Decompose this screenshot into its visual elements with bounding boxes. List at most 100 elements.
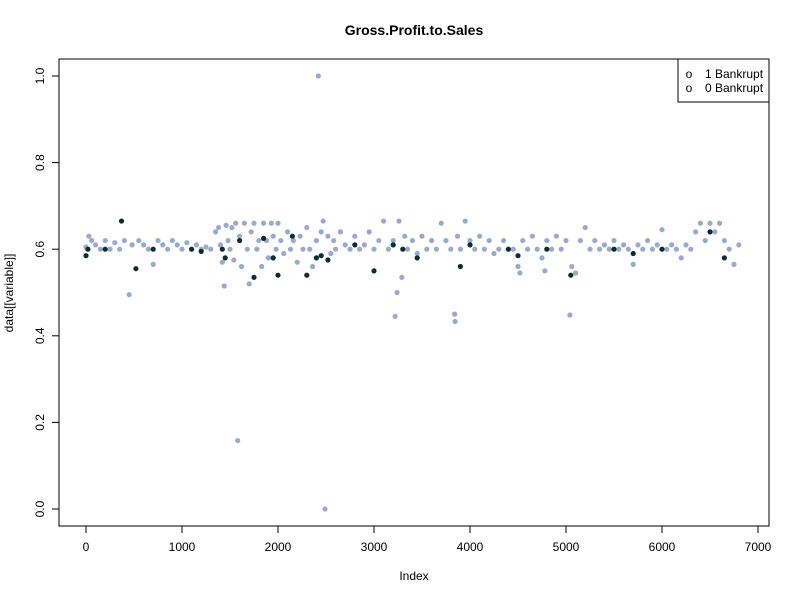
data-point bbox=[385, 246, 391, 252]
data-point bbox=[515, 253, 521, 259]
chart-title: Gross.Profit.to.Sales bbox=[345, 22, 484, 38]
data-point bbox=[481, 246, 487, 252]
data-point bbox=[517, 270, 523, 276]
y-axis: 0.0 0.2 0.4 0.6 0.8 1.0 bbox=[33, 67, 60, 517]
data-point bbox=[731, 261, 737, 267]
data-point bbox=[129, 242, 135, 248]
data-point bbox=[381, 218, 387, 224]
data-point bbox=[325, 233, 331, 239]
data-point bbox=[645, 237, 651, 244]
data-point bbox=[721, 237, 728, 244]
data-point bbox=[702, 237, 708, 244]
data-point bbox=[331, 237, 337, 244]
data-point bbox=[174, 242, 180, 248]
data-point bbox=[664, 246, 670, 252]
data-point bbox=[150, 246, 156, 252]
data-point bbox=[86, 233, 92, 239]
data-point bbox=[233, 220, 239, 226]
data-point bbox=[225, 237, 231, 244]
data-point bbox=[525, 246, 531, 252]
data-point bbox=[217, 242, 223, 248]
data-point bbox=[630, 250, 636, 257]
data-point bbox=[83, 253, 89, 259]
data-point bbox=[261, 220, 267, 226]
data-point bbox=[630, 261, 636, 267]
data-point bbox=[424, 246, 430, 252]
data-point bbox=[254, 246, 260, 252]
x-axis: 0 1000 2000 3000 4000 5000 6000 7000 bbox=[83, 525, 772, 554]
data-point bbox=[433, 246, 439, 252]
x-tick-label: 2000 bbox=[265, 540, 292, 554]
data-point bbox=[697, 220, 704, 226]
data-point bbox=[597, 246, 603, 252]
data-point bbox=[169, 237, 175, 244]
data-point bbox=[213, 229, 219, 235]
legend-symbol-0: o bbox=[686, 81, 693, 95]
data-point bbox=[315, 73, 321, 79]
data-point bbox=[621, 242, 627, 248]
legend-label-0-bankrupt: 0 Bankrupt bbox=[705, 81, 764, 95]
data-point bbox=[318, 229, 324, 235]
data-point bbox=[97, 246, 103, 252]
data-point bbox=[520, 237, 526, 244]
plot-frame bbox=[58, 58, 770, 527]
data-point bbox=[160, 242, 166, 248]
data-point bbox=[248, 229, 254, 235]
data-point bbox=[625, 246, 632, 252]
data-point bbox=[275, 220, 281, 226]
data-point bbox=[281, 250, 287, 257]
data-point bbox=[510, 246, 516, 252]
data-point bbox=[649, 246, 656, 252]
series-1-bankrupt bbox=[83, 218, 728, 280]
data-point bbox=[542, 268, 548, 274]
data-point bbox=[342, 242, 348, 248]
data-point bbox=[569, 263, 575, 270]
data-point bbox=[237, 233, 243, 239]
data-point bbox=[241, 220, 247, 226]
data-point bbox=[371, 268, 377, 274]
data-point bbox=[273, 246, 279, 252]
data-point bbox=[659, 246, 665, 252]
data-point bbox=[366, 229, 372, 235]
data-point bbox=[553, 233, 560, 239]
data-point bbox=[419, 233, 425, 239]
data-point bbox=[505, 246, 511, 252]
data-point bbox=[227, 246, 233, 252]
data-point bbox=[270, 255, 276, 261]
data-point bbox=[567, 312, 573, 318]
data-point bbox=[107, 246, 113, 252]
data-point bbox=[219, 259, 225, 265]
data-point bbox=[654, 242, 660, 248]
data-point bbox=[611, 237, 617, 244]
data-point bbox=[136, 237, 142, 244]
data-point bbox=[673, 246, 680, 252]
data-point bbox=[333, 246, 339, 252]
data-point bbox=[601, 242, 608, 248]
data-point bbox=[726, 246, 732, 252]
data-point bbox=[467, 242, 473, 248]
data-point bbox=[347, 246, 353, 252]
data-point bbox=[568, 272, 574, 278]
data-point bbox=[184, 240, 190, 246]
data-point bbox=[337, 229, 343, 235]
data-point bbox=[313, 237, 319, 244]
data-point bbox=[261, 235, 267, 241]
data-point bbox=[208, 246, 214, 252]
data-point bbox=[112, 240, 118, 246]
data-point bbox=[179, 246, 185, 252]
x-tick-label: 0 bbox=[83, 540, 90, 554]
data-point bbox=[683, 242, 689, 248]
x-tick-label: 5000 bbox=[553, 540, 580, 554]
data-point bbox=[669, 242, 675, 248]
y-tick-label: 0.6 bbox=[33, 241, 47, 258]
data-point bbox=[491, 250, 497, 257]
data-point bbox=[452, 311, 458, 317]
data-point bbox=[496, 246, 502, 252]
y-tick-label: 0.2 bbox=[33, 414, 47, 431]
x-tick-label: 3000 bbox=[361, 540, 388, 554]
data-point bbox=[189, 246, 195, 252]
data-point bbox=[300, 246, 306, 252]
data-point bbox=[155, 237, 161, 244]
data-point bbox=[462, 218, 468, 224]
y-tick-label: 0.4 bbox=[33, 327, 47, 344]
